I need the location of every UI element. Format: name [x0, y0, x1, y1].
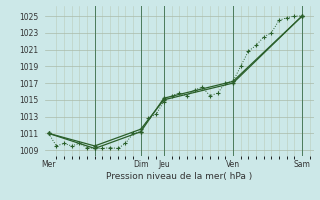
X-axis label: Pression niveau de la mer( hPa ): Pression niveau de la mer( hPa ): [106, 172, 252, 181]
